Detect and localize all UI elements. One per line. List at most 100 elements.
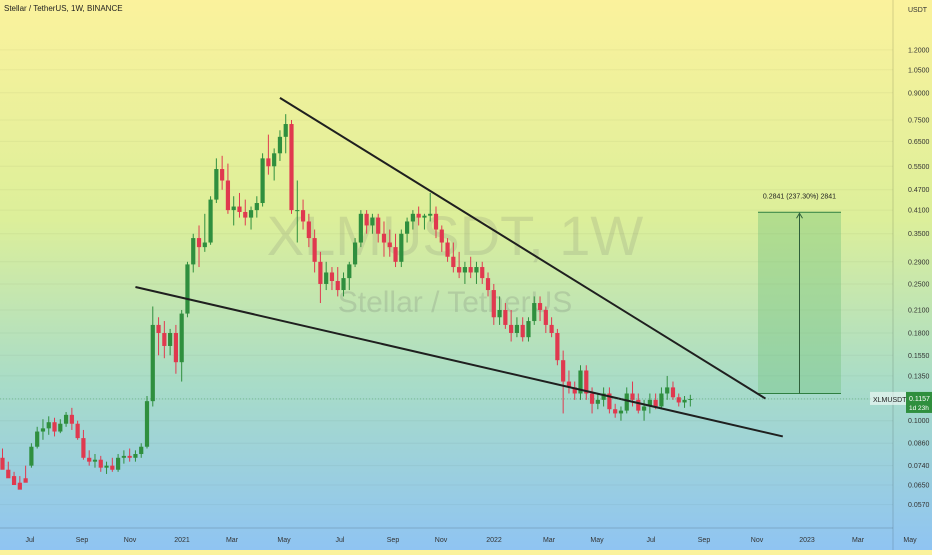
candle-body xyxy=(399,233,404,262)
candle-down xyxy=(52,417,57,437)
candle-down xyxy=(11,471,17,485)
candle-body xyxy=(682,399,687,403)
candle-down xyxy=(6,461,11,479)
candle-up xyxy=(497,296,502,325)
candle-body xyxy=(543,309,548,325)
price-axis-unit: USDT xyxy=(908,7,928,14)
price-tick-label: 0.0740 xyxy=(908,463,930,470)
candle-body xyxy=(485,278,491,291)
candle-down xyxy=(670,381,676,400)
candle-down xyxy=(549,317,554,338)
candle-body xyxy=(110,465,115,470)
candle-layer xyxy=(0,114,693,490)
price-tick-label: 0.0860 xyxy=(908,441,930,448)
price-tick-label: 0.0650 xyxy=(908,483,930,490)
candle-up xyxy=(647,393,652,414)
price-tick-label: 0.4700 xyxy=(908,187,930,194)
candle-body xyxy=(555,332,560,361)
candle-body xyxy=(46,422,51,429)
candle-up xyxy=(40,419,46,440)
candle-body xyxy=(630,393,635,400)
time-tick-label: May xyxy=(277,537,291,544)
candle-up xyxy=(116,454,121,472)
candle-body xyxy=(185,264,190,314)
candle-down xyxy=(451,242,456,273)
trendline-lower[interactable] xyxy=(135,286,784,438)
candle-up xyxy=(659,387,664,410)
candle-down xyxy=(416,206,421,226)
candle-body xyxy=(266,158,271,167)
candle-up xyxy=(231,196,236,226)
candle-down xyxy=(69,407,74,430)
candle-up xyxy=(682,396,687,408)
grid-layer xyxy=(0,49,893,506)
candle-down xyxy=(433,206,439,239)
candle-body xyxy=(225,180,231,211)
candle-body xyxy=(520,324,525,338)
price-tick-label: 0.1350 xyxy=(908,373,930,380)
candle-body xyxy=(676,397,681,403)
time-axis[interactable]: Jul Sep Nov 2021 Mar May Jul Sep Nov 2022 Mar May Ju… xyxy=(0,527,917,544)
candle-body xyxy=(393,247,398,262)
price-tick-label: 0.2500 xyxy=(908,281,930,288)
candle-body xyxy=(526,321,531,338)
candle-up xyxy=(641,399,647,421)
candle-up xyxy=(514,317,520,338)
candle-body xyxy=(277,136,283,154)
time-tick-label: Nov xyxy=(124,537,137,544)
candle-body xyxy=(92,459,98,462)
trendline-upper[interactable] xyxy=(279,96,766,400)
candle-down xyxy=(75,420,80,440)
candle-down xyxy=(543,306,548,333)
candle-body xyxy=(318,261,323,284)
candle-body xyxy=(237,206,242,212)
candle-body xyxy=(329,272,335,282)
time-tick-label: Nov xyxy=(751,537,764,544)
candle-up xyxy=(462,261,467,284)
candle-down xyxy=(445,238,450,262)
chart-title: Stellar / TetherUS, 1W, BINANCE xyxy=(4,4,123,13)
candle-body xyxy=(416,213,421,218)
candle-down xyxy=(23,465,28,483)
candle-body xyxy=(480,267,485,279)
candle-down xyxy=(457,251,462,279)
candle-up xyxy=(352,238,358,268)
candle-down xyxy=(561,350,566,414)
candle-body xyxy=(248,210,254,218)
candle-down xyxy=(381,221,387,257)
candle-body xyxy=(445,242,450,257)
candle-body xyxy=(474,267,479,273)
price-tick-label: 0.1000 xyxy=(908,418,930,425)
candle-body xyxy=(75,423,80,439)
candle-body xyxy=(341,278,346,291)
candle-body xyxy=(220,169,225,181)
candle-down xyxy=(156,317,161,356)
candle-body xyxy=(509,324,514,333)
candle-body xyxy=(358,213,363,243)
candle-body xyxy=(133,454,138,458)
candle-down xyxy=(376,213,381,243)
candle-body xyxy=(439,229,444,243)
candle-up xyxy=(277,130,283,161)
candle-up xyxy=(601,387,606,407)
candle-body xyxy=(636,399,641,411)
candle-body xyxy=(11,476,17,485)
symbol-badge-bg xyxy=(870,391,906,405)
candle-up xyxy=(370,213,375,234)
price-tick-label: 0.7500 xyxy=(908,118,930,125)
candle-up xyxy=(532,296,537,325)
price-tick-label: 1.2000 xyxy=(908,47,930,54)
candle-body xyxy=(457,267,462,273)
candle-body xyxy=(572,387,577,394)
candle-body xyxy=(127,455,132,458)
candle-body xyxy=(566,381,572,388)
target-arrow-head xyxy=(796,212,803,219)
candle-up xyxy=(214,158,219,204)
candle-down xyxy=(387,229,392,257)
candle-body xyxy=(665,387,670,394)
target-box-layer: 0.2841 (237.30%) 2841 xyxy=(758,193,841,394)
trendline-layer[interactable] xyxy=(135,96,784,438)
